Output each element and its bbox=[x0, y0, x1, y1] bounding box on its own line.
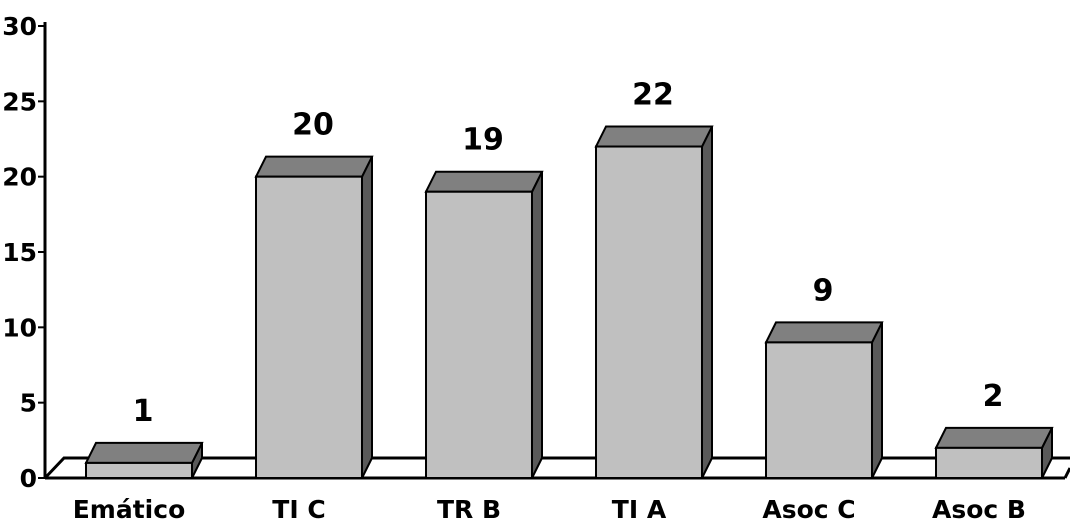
x-tick-label: Asoc C bbox=[762, 495, 855, 524]
bars-group bbox=[84, 125, 1054, 480]
bar-front bbox=[765, 341, 873, 479]
bar bbox=[254, 155, 374, 480]
bar-top bbox=[934, 426, 1054, 449]
bar-front bbox=[595, 145, 703, 480]
bar bbox=[934, 426, 1054, 480]
y-tick-label: 10 bbox=[2, 313, 37, 342]
bar-front bbox=[935, 446, 1043, 480]
bar-top bbox=[424, 170, 544, 193]
bar bbox=[424, 170, 544, 479]
x-tick-label: TI A bbox=[612, 495, 667, 524]
floor-back-edge bbox=[43, 456, 1070, 480]
bar-front bbox=[85, 461, 193, 479]
bar-top bbox=[594, 125, 714, 148]
bar bbox=[594, 125, 714, 480]
data-label: 20 bbox=[292, 108, 334, 143]
x-tick-label: TR B bbox=[437, 495, 501, 524]
data-label: 2 bbox=[983, 379, 1004, 414]
bar-front bbox=[425, 190, 533, 479]
bar-top bbox=[764, 321, 884, 344]
labels-group: 1 Emático 20 TI C 19 TR B 22 TI A 9 Asoc C 2 Asoc B bbox=[73, 78, 1026, 524]
data-label: 22 bbox=[632, 78, 674, 113]
chart-floor bbox=[43, 456, 1070, 480]
x-tick-label: Asoc B bbox=[932, 495, 1026, 524]
bar bbox=[764, 321, 884, 479]
y-tick-label: 0 bbox=[20, 464, 37, 493]
y-tick-label: 30 bbox=[2, 12, 37, 41]
bar-top bbox=[254, 155, 374, 178]
bar-side bbox=[531, 171, 543, 479]
data-label: 19 bbox=[462, 123, 504, 158]
bar-side bbox=[871, 321, 883, 479]
data-label: 1 bbox=[133, 394, 154, 429]
bar-front bbox=[255, 175, 363, 480]
x-tick-label: Emático bbox=[73, 495, 186, 524]
data-label: 9 bbox=[813, 273, 834, 308]
bar-side bbox=[361, 156, 373, 479]
y-tick-label: 5 bbox=[20, 389, 37, 418]
y-tick-label: 25 bbox=[2, 87, 37, 116]
bar bbox=[84, 441, 204, 479]
bar-side bbox=[701, 126, 713, 479]
y-tick-label: 15 bbox=[2, 238, 37, 267]
floor-right-edge bbox=[1063, 467, 1070, 479]
x-tick-label: TI C bbox=[272, 495, 325, 524]
bar-top bbox=[84, 441, 204, 464]
chart-axes: 0 5 10 15 20 25 30 bbox=[2, 12, 47, 493]
y-tick-label: 20 bbox=[2, 163, 37, 192]
